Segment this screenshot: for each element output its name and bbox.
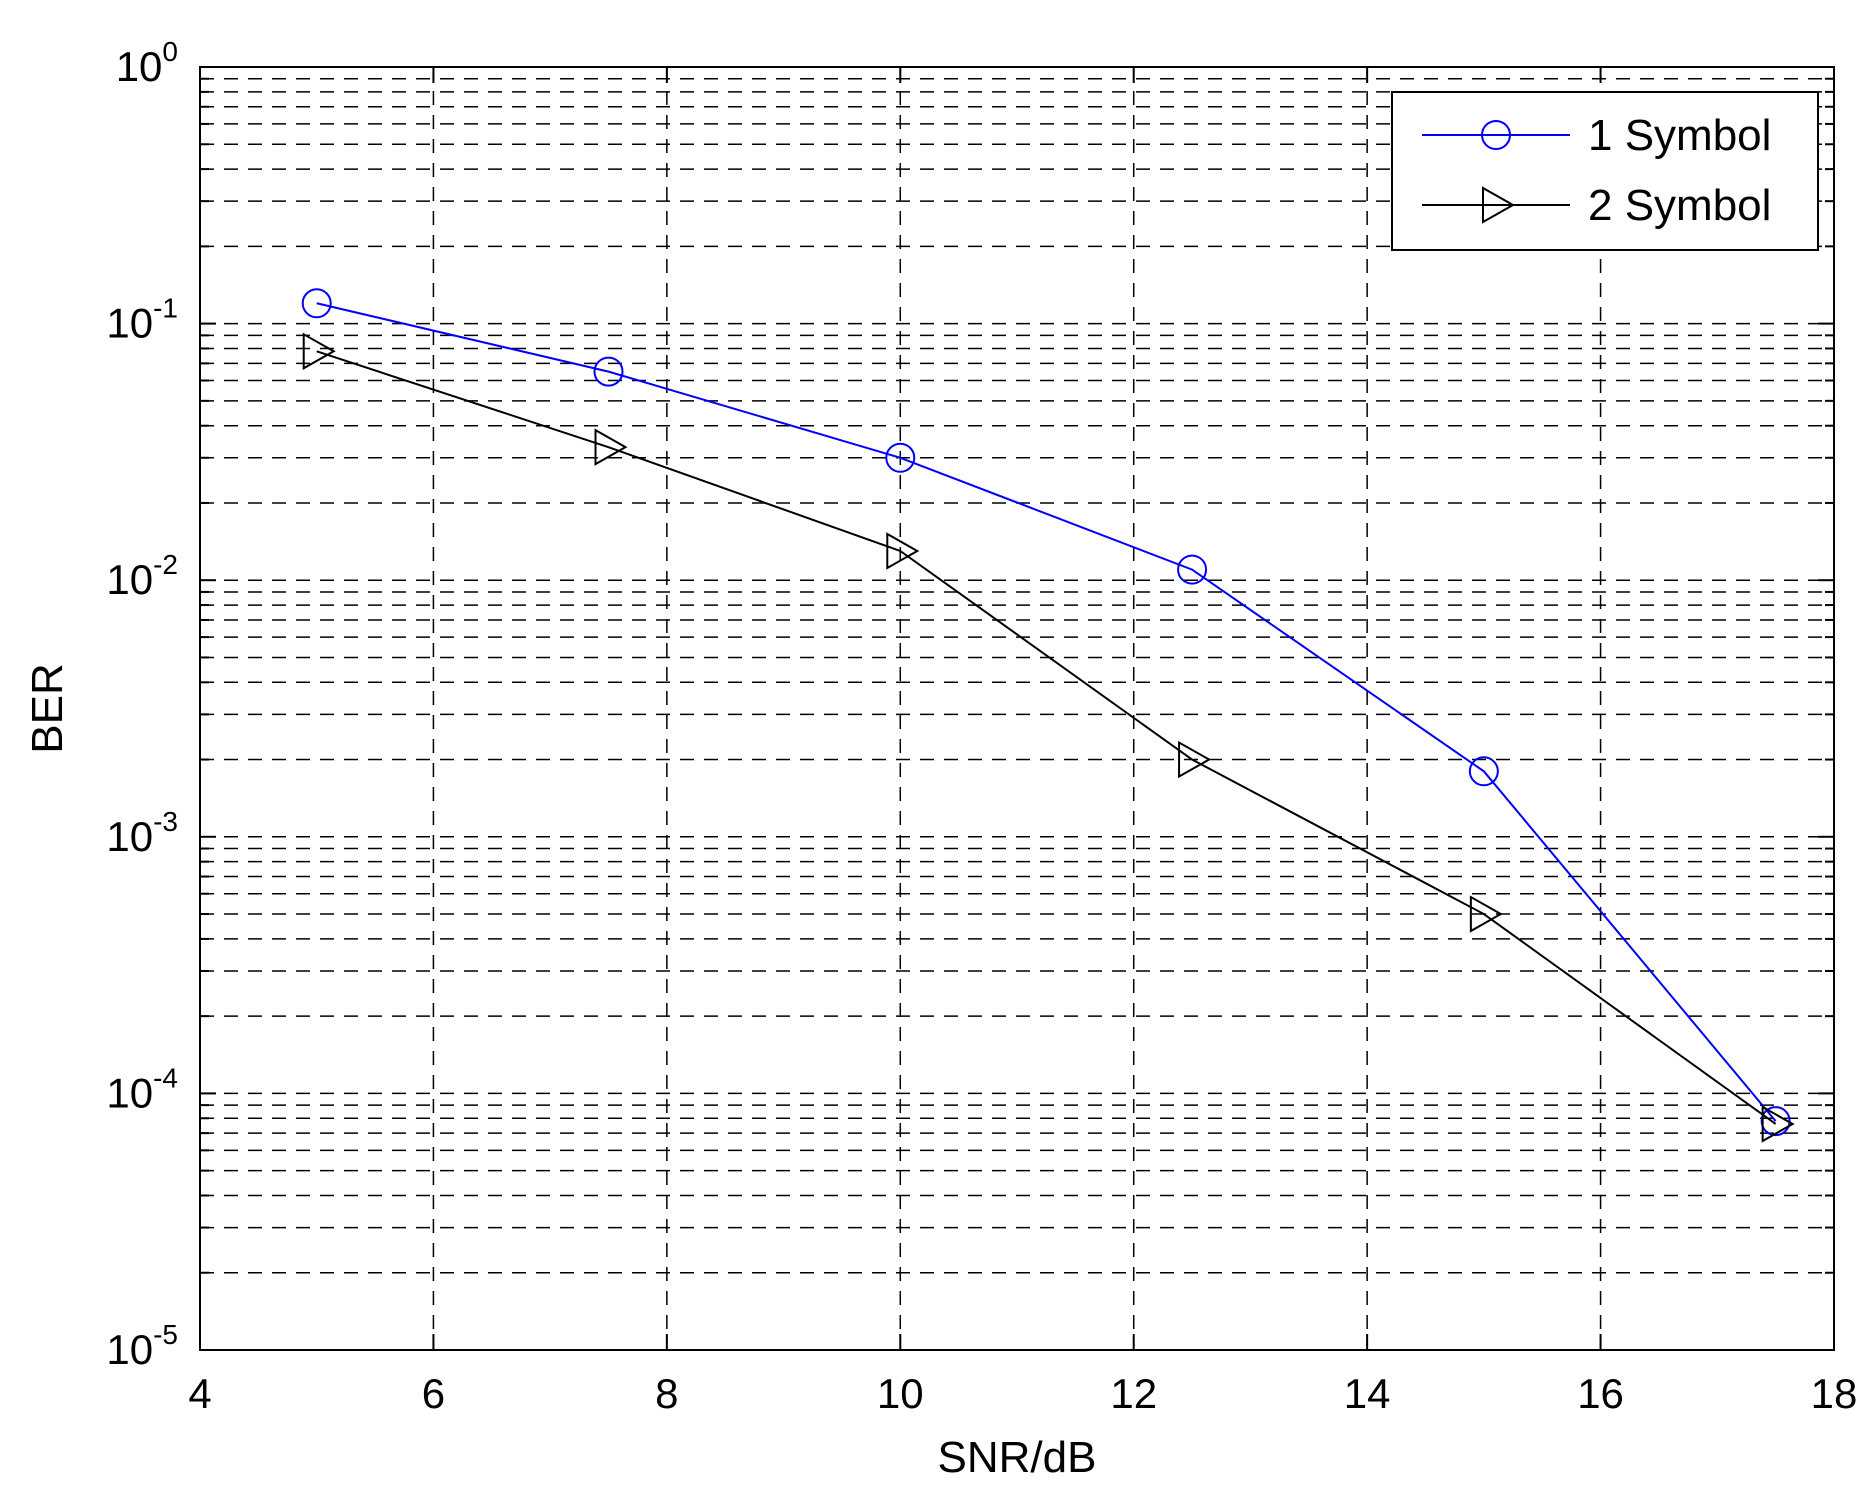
data-point-circle <box>1481 120 1511 150</box>
y-tick-label: 10-4 <box>106 1062 178 1116</box>
y-tick-label: 10-5 <box>106 1319 178 1373</box>
x-axis-label: SNR/dB <box>938 1433 1097 1482</box>
x-tick-label: 10 <box>877 1370 924 1417</box>
legend-entry: 1 Symbol <box>1422 111 1771 160</box>
data-point-triangle <box>1482 186 1516 224</box>
data-point-circle <box>301 288 332 319</box>
x-tick-label: 12 <box>1110 1370 1157 1417</box>
series-layer <box>301 288 1795 1143</box>
y-tick-labels: 100 10-1 10-2 10-3 10-4 10-5 <box>106 36 178 1373</box>
plot-frame <box>199 66 1835 1351</box>
series-1 <box>301 288 1791 1137</box>
series-line <box>316 302 1777 1122</box>
data-point-circle <box>1468 756 1499 787</box>
data-point-triangle <box>886 532 920 570</box>
data-point-triangle <box>1178 740 1212 779</box>
y-axis-label: BER <box>23 663 72 753</box>
y-tick-label: 10-2 <box>106 549 178 603</box>
data-point-triangle <box>594 428 628 466</box>
legend-entry: 2 Symbol <box>1422 181 1771 230</box>
data-point-circle <box>593 356 624 387</box>
x-tick-labels: 4 6 8 10 12 14 16 18 <box>188 1370 1857 1417</box>
data-point-circle <box>1177 554 1208 585</box>
series-2 <box>302 332 1795 1143</box>
legend: 1 Symbol 2 Symbol <box>1391 91 1819 251</box>
legend-label: 2 Symbol <box>1588 181 1771 230</box>
x-tick-label: 4 <box>188 1370 211 1417</box>
x-tick-label: 6 <box>422 1370 445 1417</box>
data-point-triangle <box>302 332 336 371</box>
legend-box <box>1391 91 1819 251</box>
y-tick-label: 10-3 <box>106 806 178 860</box>
series-line <box>316 350 1777 1125</box>
y-tick-label: 10-1 <box>106 293 178 347</box>
grid <box>199 66 1835 1351</box>
x-tick-label: 14 <box>1344 1370 1391 1417</box>
x-tick-label: 18 <box>1811 1370 1858 1417</box>
legend-label: 1 Symbol <box>1588 111 1771 160</box>
data-point-triangle <box>1469 895 1503 933</box>
ticks <box>199 66 1835 1351</box>
y-tick-label: 100 <box>116 36 178 90</box>
x-tick-label: 8 <box>655 1370 678 1417</box>
data-point-triangle <box>1761 1105 1795 1143</box>
x-tick-label: 16 <box>1577 1370 1624 1417</box>
data-point-circle <box>885 442 916 473</box>
